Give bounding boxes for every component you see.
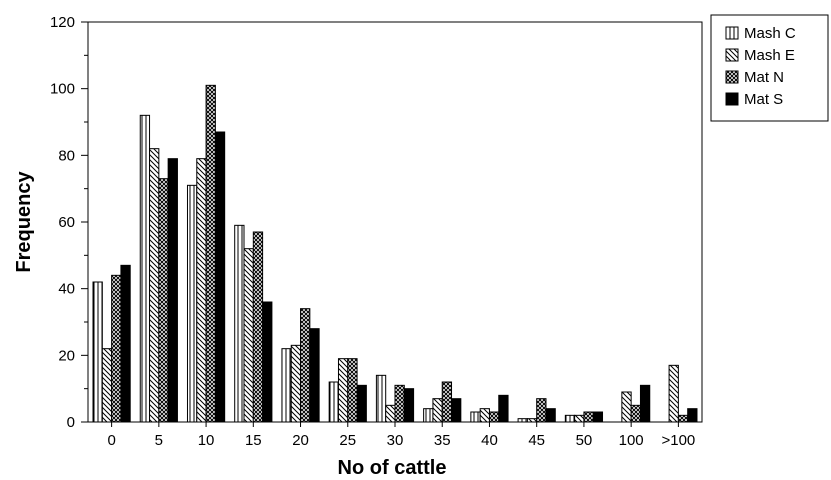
- y-tick-label: 120: [50, 14, 75, 31]
- bar-mash-c-8: [470, 411, 481, 423]
- bar-mash-e-5: [337, 358, 349, 423]
- bar-mash-c-3: [234, 224, 245, 423]
- x-tick-label: 50: [576, 432, 593, 449]
- legend: Mash C Mash E Mat N Mat S: [710, 14, 829, 122]
- legend-label-mash-c: Mash C: [744, 25, 796, 42]
- bar-mat-n-4: [300, 308, 311, 423]
- legend-label-mat-n: Mat N: [744, 69, 784, 86]
- legend-swatch-mat-n: [725, 70, 739, 84]
- bar-mat-s-12: [687, 408, 698, 423]
- bar-mat-s-8: [498, 394, 509, 423]
- bar-mash-e-1: [149, 148, 160, 423]
- bar-mash-c-1: [139, 114, 151, 423]
- y-axis-title: Frequency: [13, 171, 35, 273]
- bar-mash-c-6: [375, 374, 387, 423]
- bar-mash-e-2: [196, 158, 207, 423]
- x-axis-title: No of cattle: [338, 457, 447, 479]
- bar-mash-e-7: [432, 398, 443, 423]
- legend-swatch-mash-c: [725, 26, 739, 40]
- bar-mash-c-9: [517, 418, 528, 423]
- bar-mat-s-1: [167, 158, 178, 423]
- bar-mash-c-4: [281, 348, 292, 423]
- bar-mash-e-12: [668, 364, 679, 423]
- bar-mash-e-0: [101, 348, 113, 423]
- bar-mash-e-10: [574, 414, 585, 423]
- y-tick-label: 60: [58, 214, 75, 231]
- y-tick-label: 100: [50, 81, 75, 98]
- legend-label-mash-e: Mash E: [744, 47, 795, 64]
- bar-mat-s-5: [356, 384, 367, 423]
- plot-frame: [87, 21, 703, 423]
- x-tick-label: 100: [619, 432, 644, 449]
- bar-mat-s-11: [639, 384, 651, 423]
- x-tick-label: 15: [245, 432, 262, 449]
- bar-mat-n-9: [536, 398, 547, 423]
- bar-mat-n-7: [441, 381, 453, 423]
- bar-mat-n-3: [252, 231, 264, 423]
- bar-mash-e-4: [290, 344, 302, 423]
- bar-mash-e-11: [621, 391, 632, 423]
- bar-mat-s-6: [403, 388, 415, 423]
- y-tick-label: 20: [58, 347, 75, 364]
- bar-mash-c-10: [564, 414, 576, 423]
- legend-swatch-mash-e: [725, 48, 739, 62]
- bar-mat-s-9: [545, 408, 556, 423]
- bar-mat-n-10: [583, 411, 594, 423]
- bar-mat-s-10: [592, 411, 604, 423]
- x-tick-label: >100: [661, 432, 695, 449]
- bar-mat-n-8: [488, 411, 500, 423]
- x-tick-label: 40: [481, 432, 498, 449]
- bar-mash-c-7: [423, 408, 434, 423]
- bar-mash-e-9: [526, 418, 538, 423]
- bar-mat-s-4: [309, 328, 320, 423]
- x-tick-label: 35: [434, 432, 451, 449]
- bar-mash-c-5: [328, 381, 339, 423]
- x-tick-label: 0: [107, 432, 115, 449]
- y-tick-label: 0: [67, 414, 75, 431]
- bar-mat-n-2: [205, 84, 216, 423]
- bar-mat-s-7: [451, 398, 462, 423]
- x-tick-label: 25: [339, 432, 356, 449]
- x-tick-label: 5: [155, 432, 163, 449]
- x-tick-label: 30: [387, 432, 404, 449]
- bar-mat-n-1: [158, 178, 169, 423]
- y-tick-label: 80: [58, 147, 75, 164]
- x-tick-label: 10: [198, 432, 215, 449]
- legend-label-mat-s: Mat S: [744, 91, 783, 108]
- bar-mash-e-3: [243, 248, 254, 423]
- bar-mat-n-11: [630, 404, 641, 423]
- bar-mat-n-0: [111, 274, 122, 423]
- plot-area: 0 20 40 60 80 100 120 0 5 10 15 20 25 30 35 40 45 50 100 >1…: [50, 14, 703, 449]
- bar-mash-c-0: [92, 281, 103, 423]
- bar-mat-n-6: [394, 384, 405, 423]
- x-tick-label: 20: [292, 432, 309, 449]
- bar-mat-n-5: [347, 358, 358, 423]
- bar-mash-e-8: [479, 408, 490, 423]
- bar-mash-c-2: [186, 184, 198, 423]
- bar-mat-n-12: [677, 414, 689, 423]
- bar-mat-s-3: [262, 301, 273, 423]
- x-tick-label: 45: [528, 432, 545, 449]
- bar-mash-e-6: [385, 404, 396, 423]
- y-tick-label: 40: [58, 281, 75, 298]
- legend-swatch-mat-s: [725, 92, 739, 106]
- bar-mat-s-2: [214, 131, 226, 423]
- bar-mat-s-0: [120, 264, 131, 423]
